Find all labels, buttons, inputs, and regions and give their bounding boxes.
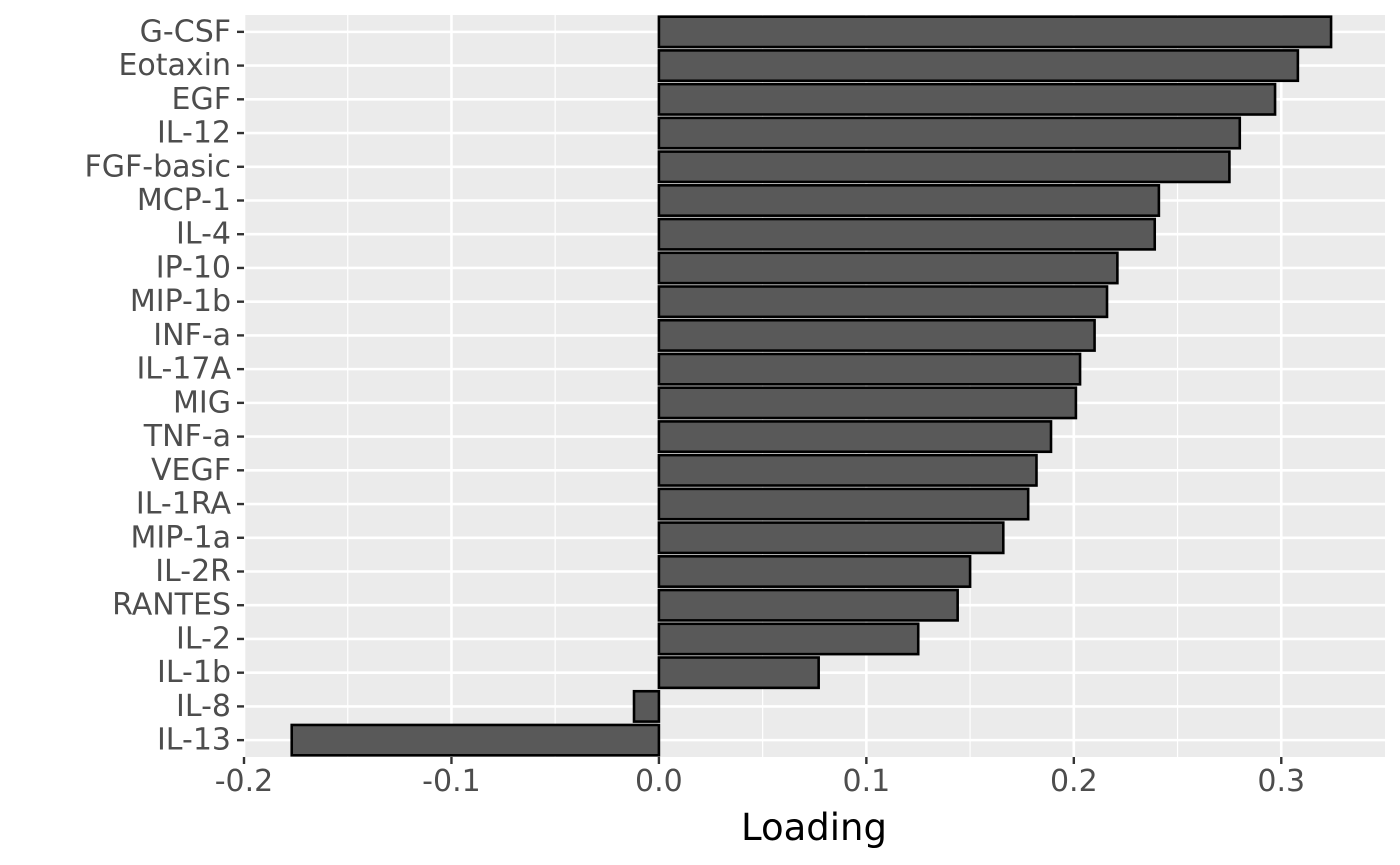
y-tick-label: G-CSF — [140, 14, 231, 49]
y-tick-label: IP-10 — [156, 250, 231, 285]
bar-mip-1b — [657, 285, 1109, 319]
y-tick-label: MIG — [173, 385, 231, 420]
x-axis-title: Loading — [741, 806, 887, 849]
y-tick-label: IL-13 — [157, 723, 231, 758]
bar-il-1ra — [657, 487, 1030, 521]
bar-il-2r — [657, 555, 972, 588]
y-axis: G-CSFEotaxinEGFIL-12FGF-basicMCP-1IL-4IP… — [85, 14, 244, 758]
y-tick-label: MCP-1 — [137, 183, 231, 218]
bar-mig — [657, 386, 1078, 420]
y-tick-label: VEGF — [151, 453, 231, 488]
y-tick-label: TNF-a — [143, 419, 231, 454]
bars — [290, 15, 1333, 757]
bar-mip-1a — [657, 521, 1005, 555]
y-tick-label: Eotaxin — [118, 48, 231, 83]
bar-egf — [657, 82, 1277, 116]
y-tick-label: IL-8 — [176, 689, 231, 724]
bar-vegf — [657, 453, 1038, 487]
bar-il-12 — [657, 116, 1242, 150]
y-tick-label: INF-a — [153, 318, 231, 353]
y-tick-label: IL-2 — [176, 621, 231, 656]
bar-il-2 — [657, 622, 920, 656]
y-tick-label: FGF-basic — [85, 149, 231, 184]
x-axis: -0.2 -0.1 0.0 0.1 0.2 0.3 — [215, 757, 1305, 799]
bar-fgf-basic — [657, 150, 1231, 184]
y-tick-label: IL-1RA — [136, 487, 232, 522]
y-tick-label: EGF — [172, 82, 231, 117]
x-tick-label: -0.1 — [422, 764, 481, 799]
bar-tnf-a — [657, 420, 1053, 454]
y-tick-label: RANTES — [112, 588, 231, 623]
bar-il-13 — [290, 723, 661, 757]
y-tick-label: IL-4 — [176, 217, 231, 252]
y-tick-label: IL-17A — [136, 352, 231, 387]
bar-mcp-1 — [657, 184, 1161, 217]
x-tick-label: 0.3 — [1257, 764, 1305, 799]
bar-g-csf — [657, 15, 1333, 49]
y-tick-label: IL-1b — [157, 655, 231, 690]
x-tick-label: -0.2 — [215, 764, 274, 799]
x-tick-label: 0.0 — [635, 764, 683, 799]
bar-eotaxin — [657, 49, 1300, 83]
bar-il-17a — [657, 352, 1082, 386]
bar-il-8 — [632, 689, 661, 723]
y-tick-label: IL-2R — [155, 554, 231, 589]
y-tick-label: MIP-1b — [130, 284, 231, 319]
bar-ip-10 — [657, 251, 1119, 285]
bar-il-1b — [657, 656, 820, 690]
y-tick-label: MIP-1a — [131, 520, 231, 555]
bar-rantes — [657, 588, 959, 622]
x-tick-label: 0.1 — [843, 764, 891, 799]
bar-inf-a — [657, 318, 1096, 352]
bar-il-4 — [657, 217, 1157, 251]
y-tick-label: IL-12 — [157, 116, 231, 151]
x-tick-label: 0.2 — [1050, 764, 1098, 799]
